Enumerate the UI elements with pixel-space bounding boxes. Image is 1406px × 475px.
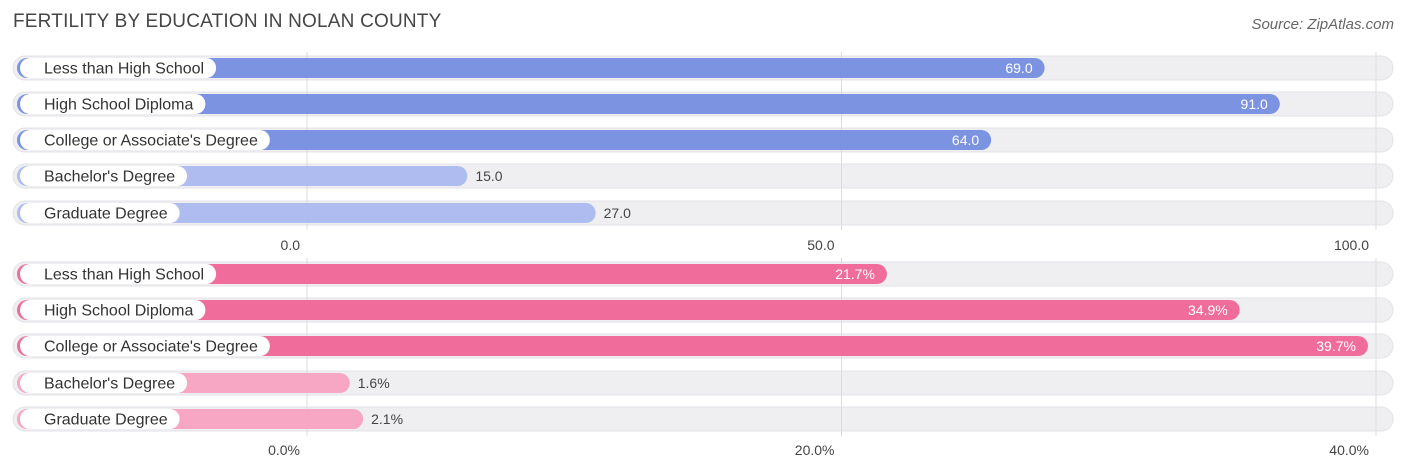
category-pill: [20, 373, 188, 393]
bar-track: [12, 370, 1394, 396]
value-label: 91.0: [1241, 96, 1268, 112]
value-label: 2.1%: [371, 411, 403, 427]
chart-panel-1: Less than High School 69.0 High School Dip…: [12, 52, 1394, 253]
chart-source: Source: ZipAtlas.com: [1251, 16, 1394, 33]
tick-label: 0.0: [281, 237, 301, 253]
category-label: College or Associate's Degree: [44, 339, 258, 356]
category-pill: [20, 130, 270, 150]
category-label: Graduate Degree: [44, 412, 168, 429]
category-label: Graduate Degree: [44, 206, 168, 223]
tick-label: 0.0%: [268, 442, 300, 458]
tick-label: 100.0: [1334, 237, 1369, 253]
bar: [17, 336, 1368, 356]
value-label: 27.0: [604, 205, 631, 221]
bar: [17, 58, 1045, 78]
category-label: High School Diploma: [44, 97, 194, 114]
tick-label: 50.0: [807, 237, 834, 253]
tick-label: 40.0%: [1329, 442, 1369, 458]
value-label: 64.0: [952, 132, 979, 148]
value-label: 21.7%: [835, 266, 875, 282]
value-label: 15.0: [475, 168, 502, 184]
bar: [17, 94, 1280, 114]
category-pill: [20, 166, 188, 186]
value-label: 1.6%: [358, 375, 390, 391]
category-pill: [20, 300, 206, 320]
bar: [17, 264, 887, 284]
value-label: 39.7%: [1316, 338, 1356, 354]
chart-title: FERTILITY BY EDUCATION IN NOLAN COUNTY: [13, 11, 442, 32]
category-label: Bachelor's Degree: [44, 376, 175, 393]
category-label: Less than High School: [44, 61, 204, 78]
category-label: College or Associate's Degree: [44, 133, 258, 150]
bar: [17, 300, 1240, 320]
category-pill: [20, 264, 217, 284]
category-pill: [20, 203, 180, 223]
tick-label: 20.0%: [795, 442, 835, 458]
value-label: 69.0: [1005, 60, 1032, 76]
value-label: 34.9%: [1188, 302, 1228, 318]
category-pill: [20, 94, 206, 114]
category-pill: [20, 336, 270, 356]
category-label: High School Diploma: [44, 303, 194, 320]
chart-panel-2: Less than High School 21.7% High School Di…: [12, 258, 1394, 458]
category-label: Bachelor's Degree: [44, 169, 175, 186]
category-label: Less than High School: [44, 267, 204, 284]
category-pill: [20, 58, 217, 78]
category-pill: [20, 409, 180, 429]
